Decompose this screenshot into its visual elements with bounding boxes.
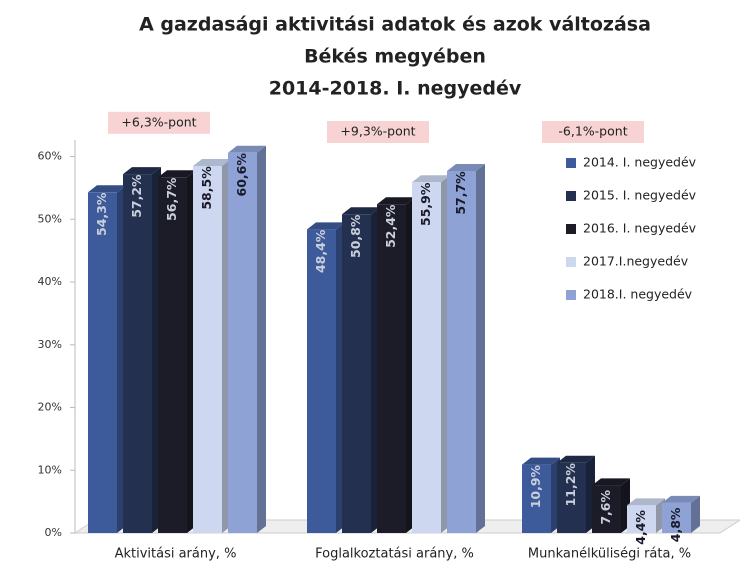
bar-side [257,145,266,533]
legend-swatch [566,257,576,267]
value-label: 48,4% [313,229,328,273]
legend-label: 2014. I. negyedév [583,155,697,170]
chart-title: 2014-2018. I. negyedév [269,78,522,100]
bar-top [158,170,196,178]
bar [592,485,621,533]
legend-swatch [566,191,576,201]
value-label: 56,7% [164,177,179,221]
y-tick-label: 0% [45,526,62,539]
y-tick-label: 40% [38,275,62,288]
bar [377,204,406,534]
bar-top [627,498,665,506]
legend-label: 2015. I. negyedév [583,188,697,203]
value-label: 58,5% [199,166,214,210]
annotation: -6,1%-pont [558,124,627,139]
annotation-box [327,121,429,143]
bar [307,229,336,533]
x-tick-label: Aktivitási arány, % [115,547,237,562]
bar [228,152,257,533]
value-label: 11,2% [563,463,578,507]
bar-top [557,455,595,463]
bar-top [377,197,415,205]
value-label: 4,4% [633,510,648,545]
y-tick-label: 60% [38,150,62,163]
value-label: 4,8% [668,507,683,542]
x-tick-label: Foglalkoztatási arány, % [315,547,474,562]
value-label: 54,3% [94,192,109,236]
chart-title: Békés megyében [304,46,486,68]
bar-top [412,175,450,183]
annotation-box [108,111,210,134]
bar-top [228,145,266,153]
bar-top [522,457,560,465]
bar-top [123,167,161,175]
bar-top [662,495,700,503]
value-label: 57,7% [453,171,468,215]
bar [662,502,691,533]
annotation: +6,3%-pont [121,114,196,129]
bar-top [592,478,630,486]
bar-side [691,495,700,533]
value-label: 55,9% [418,182,433,226]
bar [158,177,187,533]
bar [557,462,586,533]
y-tick-label: 30% [38,338,62,351]
x-tick-label: Munkanélküliségi ráta, % [528,547,691,562]
annotation-box [542,121,644,143]
bar [447,170,476,533]
bar [193,165,222,534]
value-label: 60,6% [234,153,249,197]
legend-label: 2017.I.negyedév [583,254,689,269]
annotation: +9,3%-pont [340,124,415,139]
chart-title: A gazdasági aktivitási adatok és azok vá… [139,14,651,36]
legend-swatch [566,158,576,168]
bar-side [476,163,485,533]
bar [342,214,371,533]
bar-top [88,185,126,193]
y-tick-label: 20% [38,401,62,414]
legend-swatch [566,290,576,300]
legend-label: 2016. I. negyedév [583,221,697,236]
legend-swatch [566,224,576,234]
bar-top [342,207,380,215]
y-tick-label: 50% [38,212,62,225]
bar-top [193,158,231,166]
bar [88,192,117,534]
value-label: 10,9% [528,464,543,508]
value-label: 50,8% [348,214,363,258]
bar [412,182,441,533]
bar [627,505,656,533]
bar-top [307,222,345,230]
bar-top [447,163,485,171]
value-label: 52,4% [383,204,398,248]
bar [522,464,551,533]
value-label: 57,2% [129,174,144,218]
value-label: 7,6% [598,490,613,525]
y-tick-label: 10% [38,463,62,476]
bar [123,174,152,533]
legend-label: 2018.I. negyedév [583,287,693,302]
